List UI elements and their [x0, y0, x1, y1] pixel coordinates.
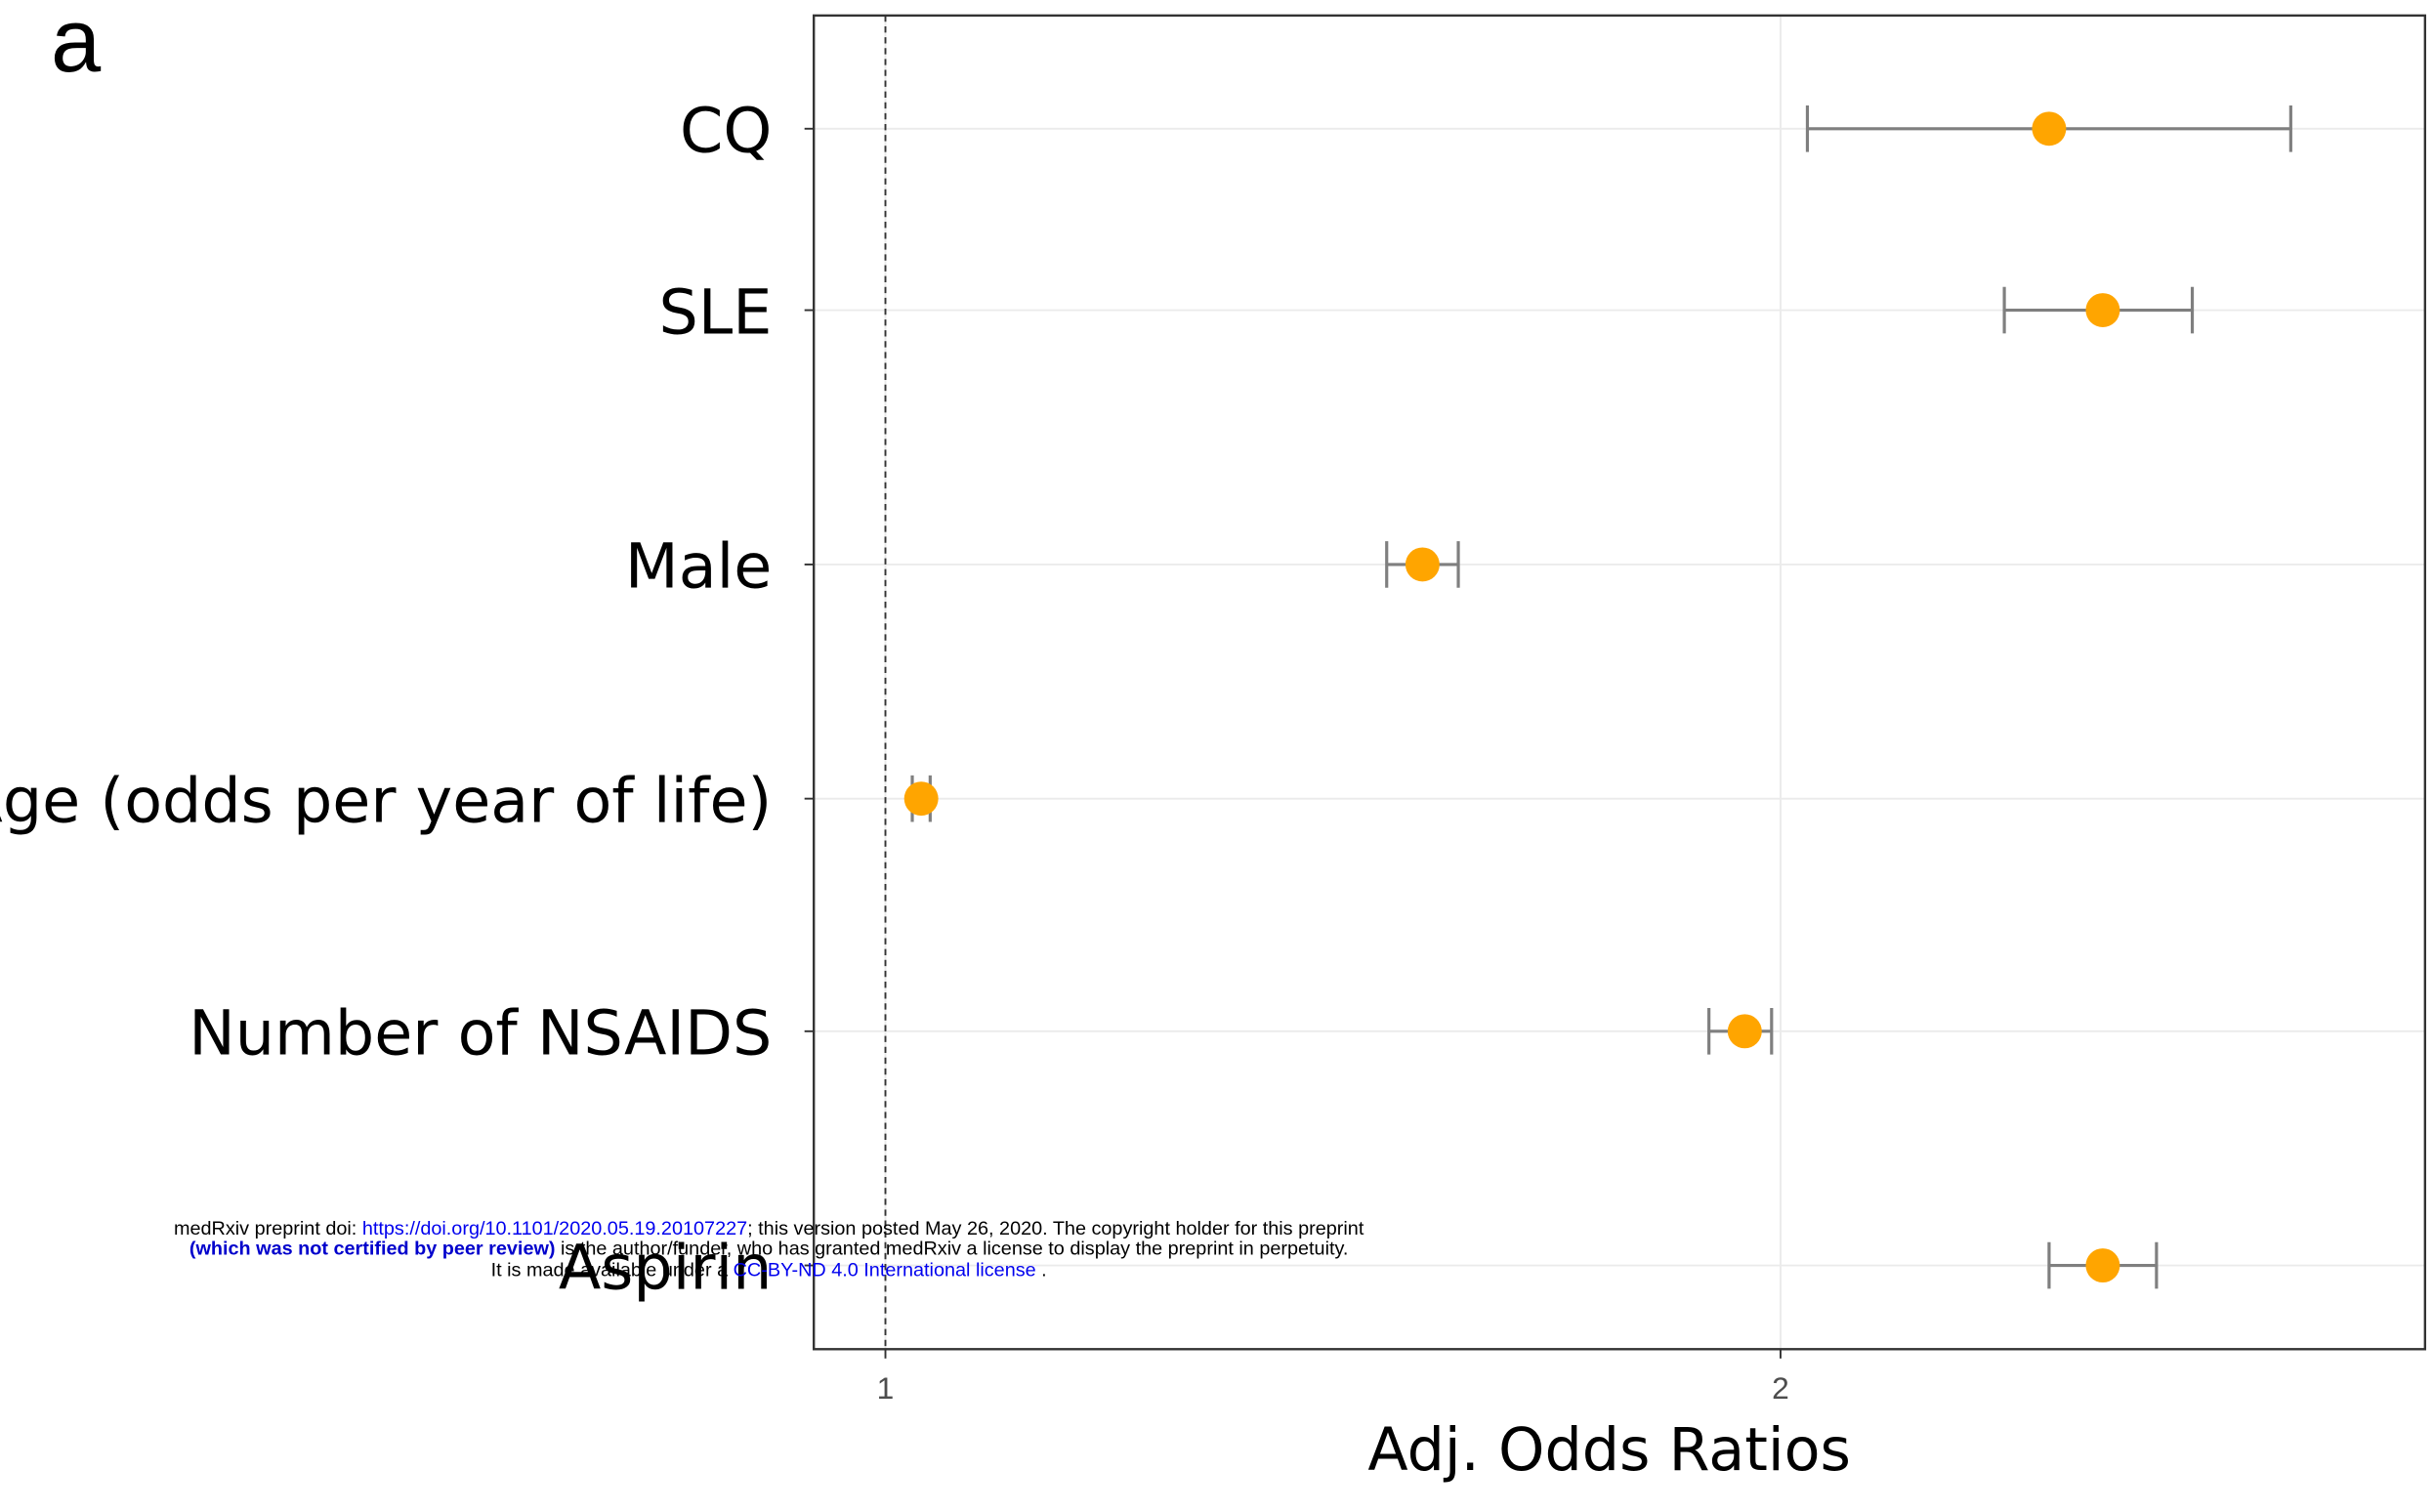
x-tick-label: 1	[877, 1370, 895, 1406]
watermark-line: It is made available under a CC-BY-ND 4.…	[491, 1260, 1047, 1281]
watermark-line: medRxiv preprint doi: https://doi.org/10…	[174, 1218, 1364, 1239]
point	[1727, 1014, 1762, 1049]
point	[1405, 547, 1440, 582]
watermark-text: ; this version posted May 26, 2020. The …	[747, 1218, 1364, 1239]
watermark-text: .	[1036, 1260, 1047, 1281]
plot-border	[813, 14, 2427, 1351]
y-tick-label: SLE	[659, 275, 773, 348]
watermark-text: (which was not certified by peer review)	[189, 1238, 556, 1259]
panel-label: a	[51, 0, 102, 91]
watermark-text: https://doi.org/10.1101/2020.05.19.20107…	[362, 1218, 747, 1239]
watermark-text: It is made available under a	[491, 1260, 734, 1281]
watermark-line: (which was not certified by peer review)…	[189, 1238, 1349, 1259]
point	[2032, 111, 2067, 147]
y-tick-label: Number of NSAIDS	[189, 997, 772, 1070]
watermark-text: medRxiv preprint doi:	[174, 1218, 362, 1239]
x-axis-label: Adj. Odds Ratios	[1367, 1416, 1851, 1485]
watermark-text: is the author/funder, who has granted me…	[556, 1238, 1349, 1259]
watermark-text: CC-BY-ND 4.0 International license	[734, 1260, 1036, 1281]
point	[2085, 1248, 2120, 1283]
point	[2085, 293, 2120, 328]
y-tick-label: Age (odds per year of life)	[0, 764, 772, 836]
plot-background	[814, 15, 2425, 1350]
y-tick-label: CQ	[680, 95, 772, 167]
y-tick-label: Male	[625, 530, 772, 603]
y-tick-label: Aspirin	[559, 1231, 772, 1303]
x-tick-label: 2	[1772, 1370, 1789, 1406]
point	[903, 781, 939, 817]
